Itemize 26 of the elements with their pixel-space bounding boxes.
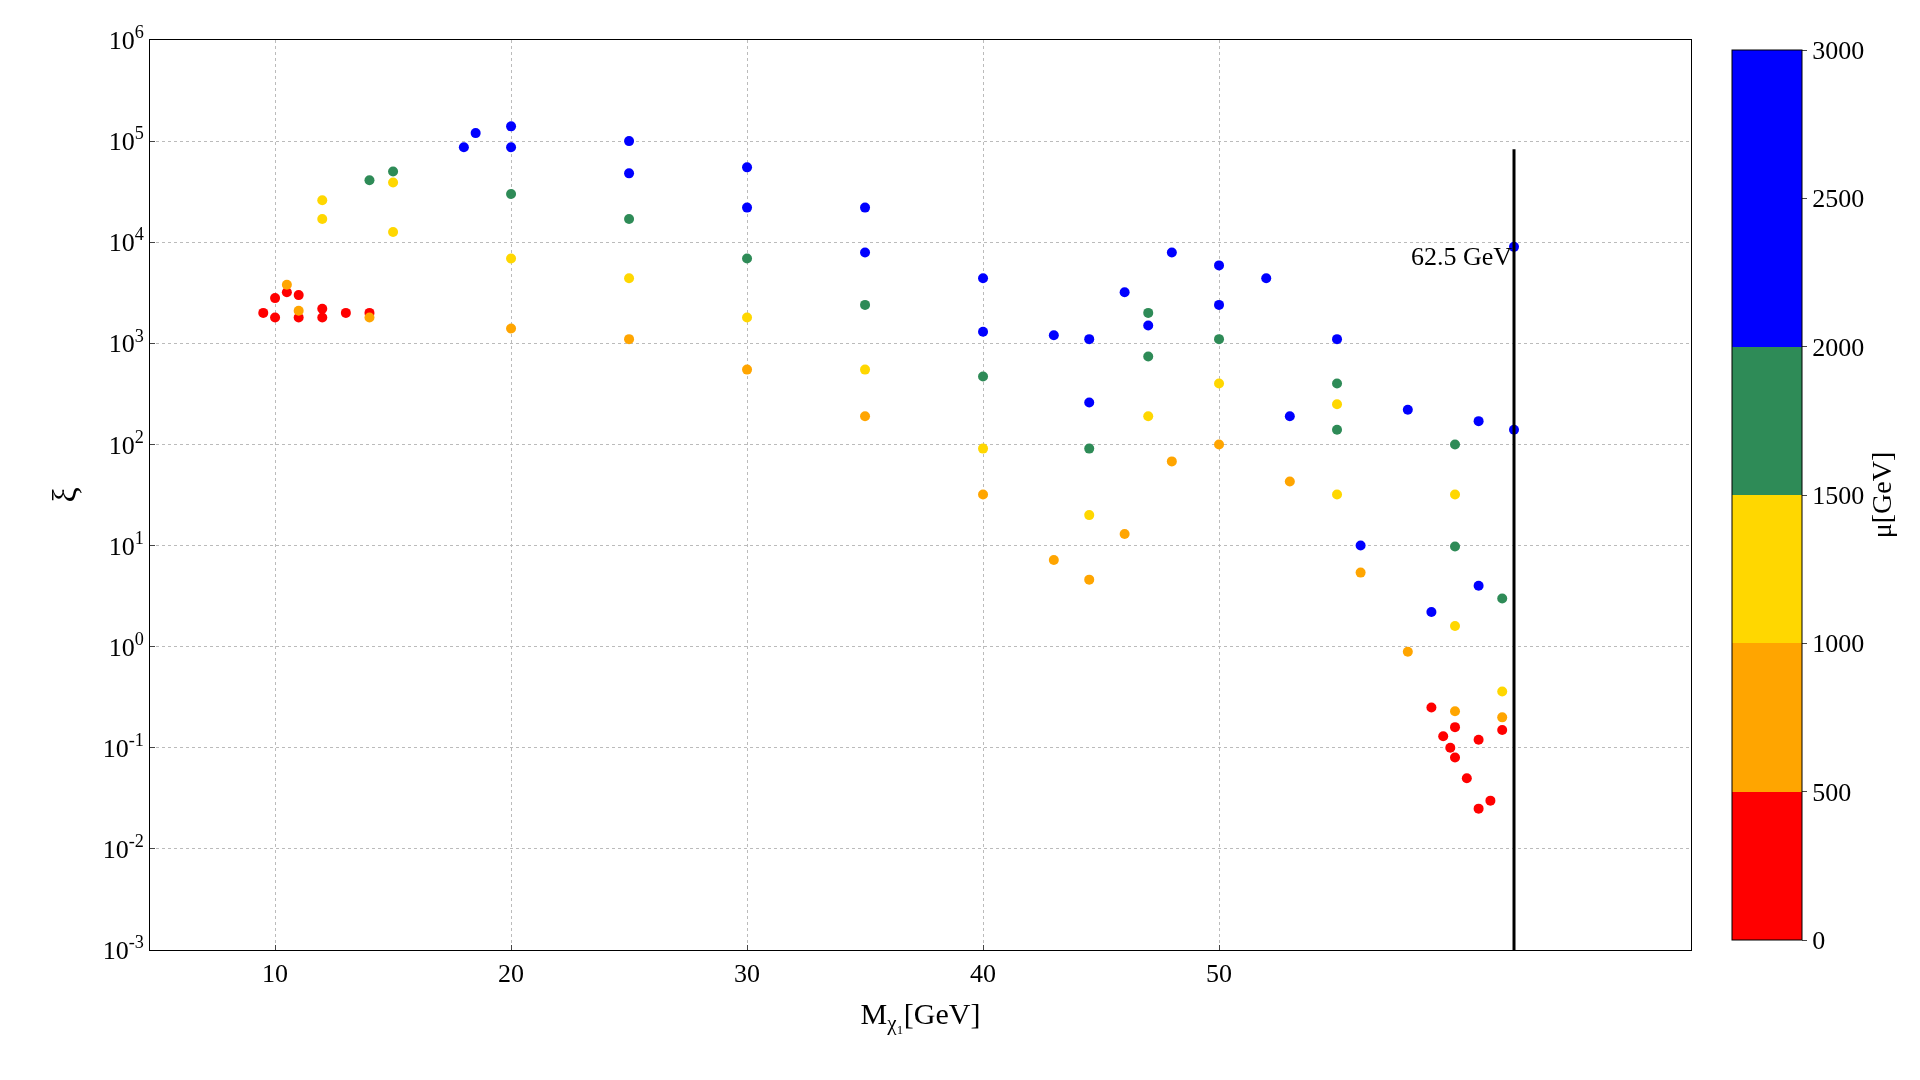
y-tick-label: 10$^{2}$ — [108, 426, 144, 460]
x-tick-label: 20 — [498, 959, 525, 989]
color-bar-label: 2500 — [1812, 184, 1865, 214]
x-axis-title: M$_{χ₁}$[GeV] — [860, 996, 981, 1035]
color-bar-label: 3000 — [1812, 36, 1865, 66]
y-tick-label: 10$^{-3}$ — [102, 932, 144, 966]
y-tick-label: 10$^{3}$ — [108, 325, 144, 359]
x-tick-label: 10 — [262, 959, 289, 989]
ref-line-label: 62.5 GeV — [1411, 242, 1513, 271]
color-bar-label: 1000 — [1812, 629, 1865, 659]
x-tick-label: 50 — [1206, 959, 1233, 989]
x-tick-label: 40 — [970, 959, 997, 989]
y-tick-label: 10$^{-1}$ — [102, 729, 144, 763]
y-tick-label: 10$^{1}$ — [108, 527, 144, 561]
x-tick-label: 30 — [734, 959, 761, 989]
color-bar-label: 1500 — [1812, 481, 1865, 511]
y-axis-title: ξ — [46, 487, 84, 503]
y-tick-label: 10$^{0}$ — [108, 628, 144, 662]
y-tick-label: 10$^{6}$ — [108, 22, 144, 56]
color-bar-label: 0 — [1812, 926, 1826, 956]
color-bar-label: 2000 — [1812, 332, 1865, 362]
color-bar-label: 500 — [1812, 777, 1852, 807]
color-bar-title: μ[GeV] — [1866, 451, 1898, 539]
y-tick-label: 10$^{-2}$ — [102, 831, 144, 864]
y-tick-label: 10$^{4}$ — [108, 224, 144, 258]
y-tick-label: 10$^{5}$ — [108, 123, 144, 157]
